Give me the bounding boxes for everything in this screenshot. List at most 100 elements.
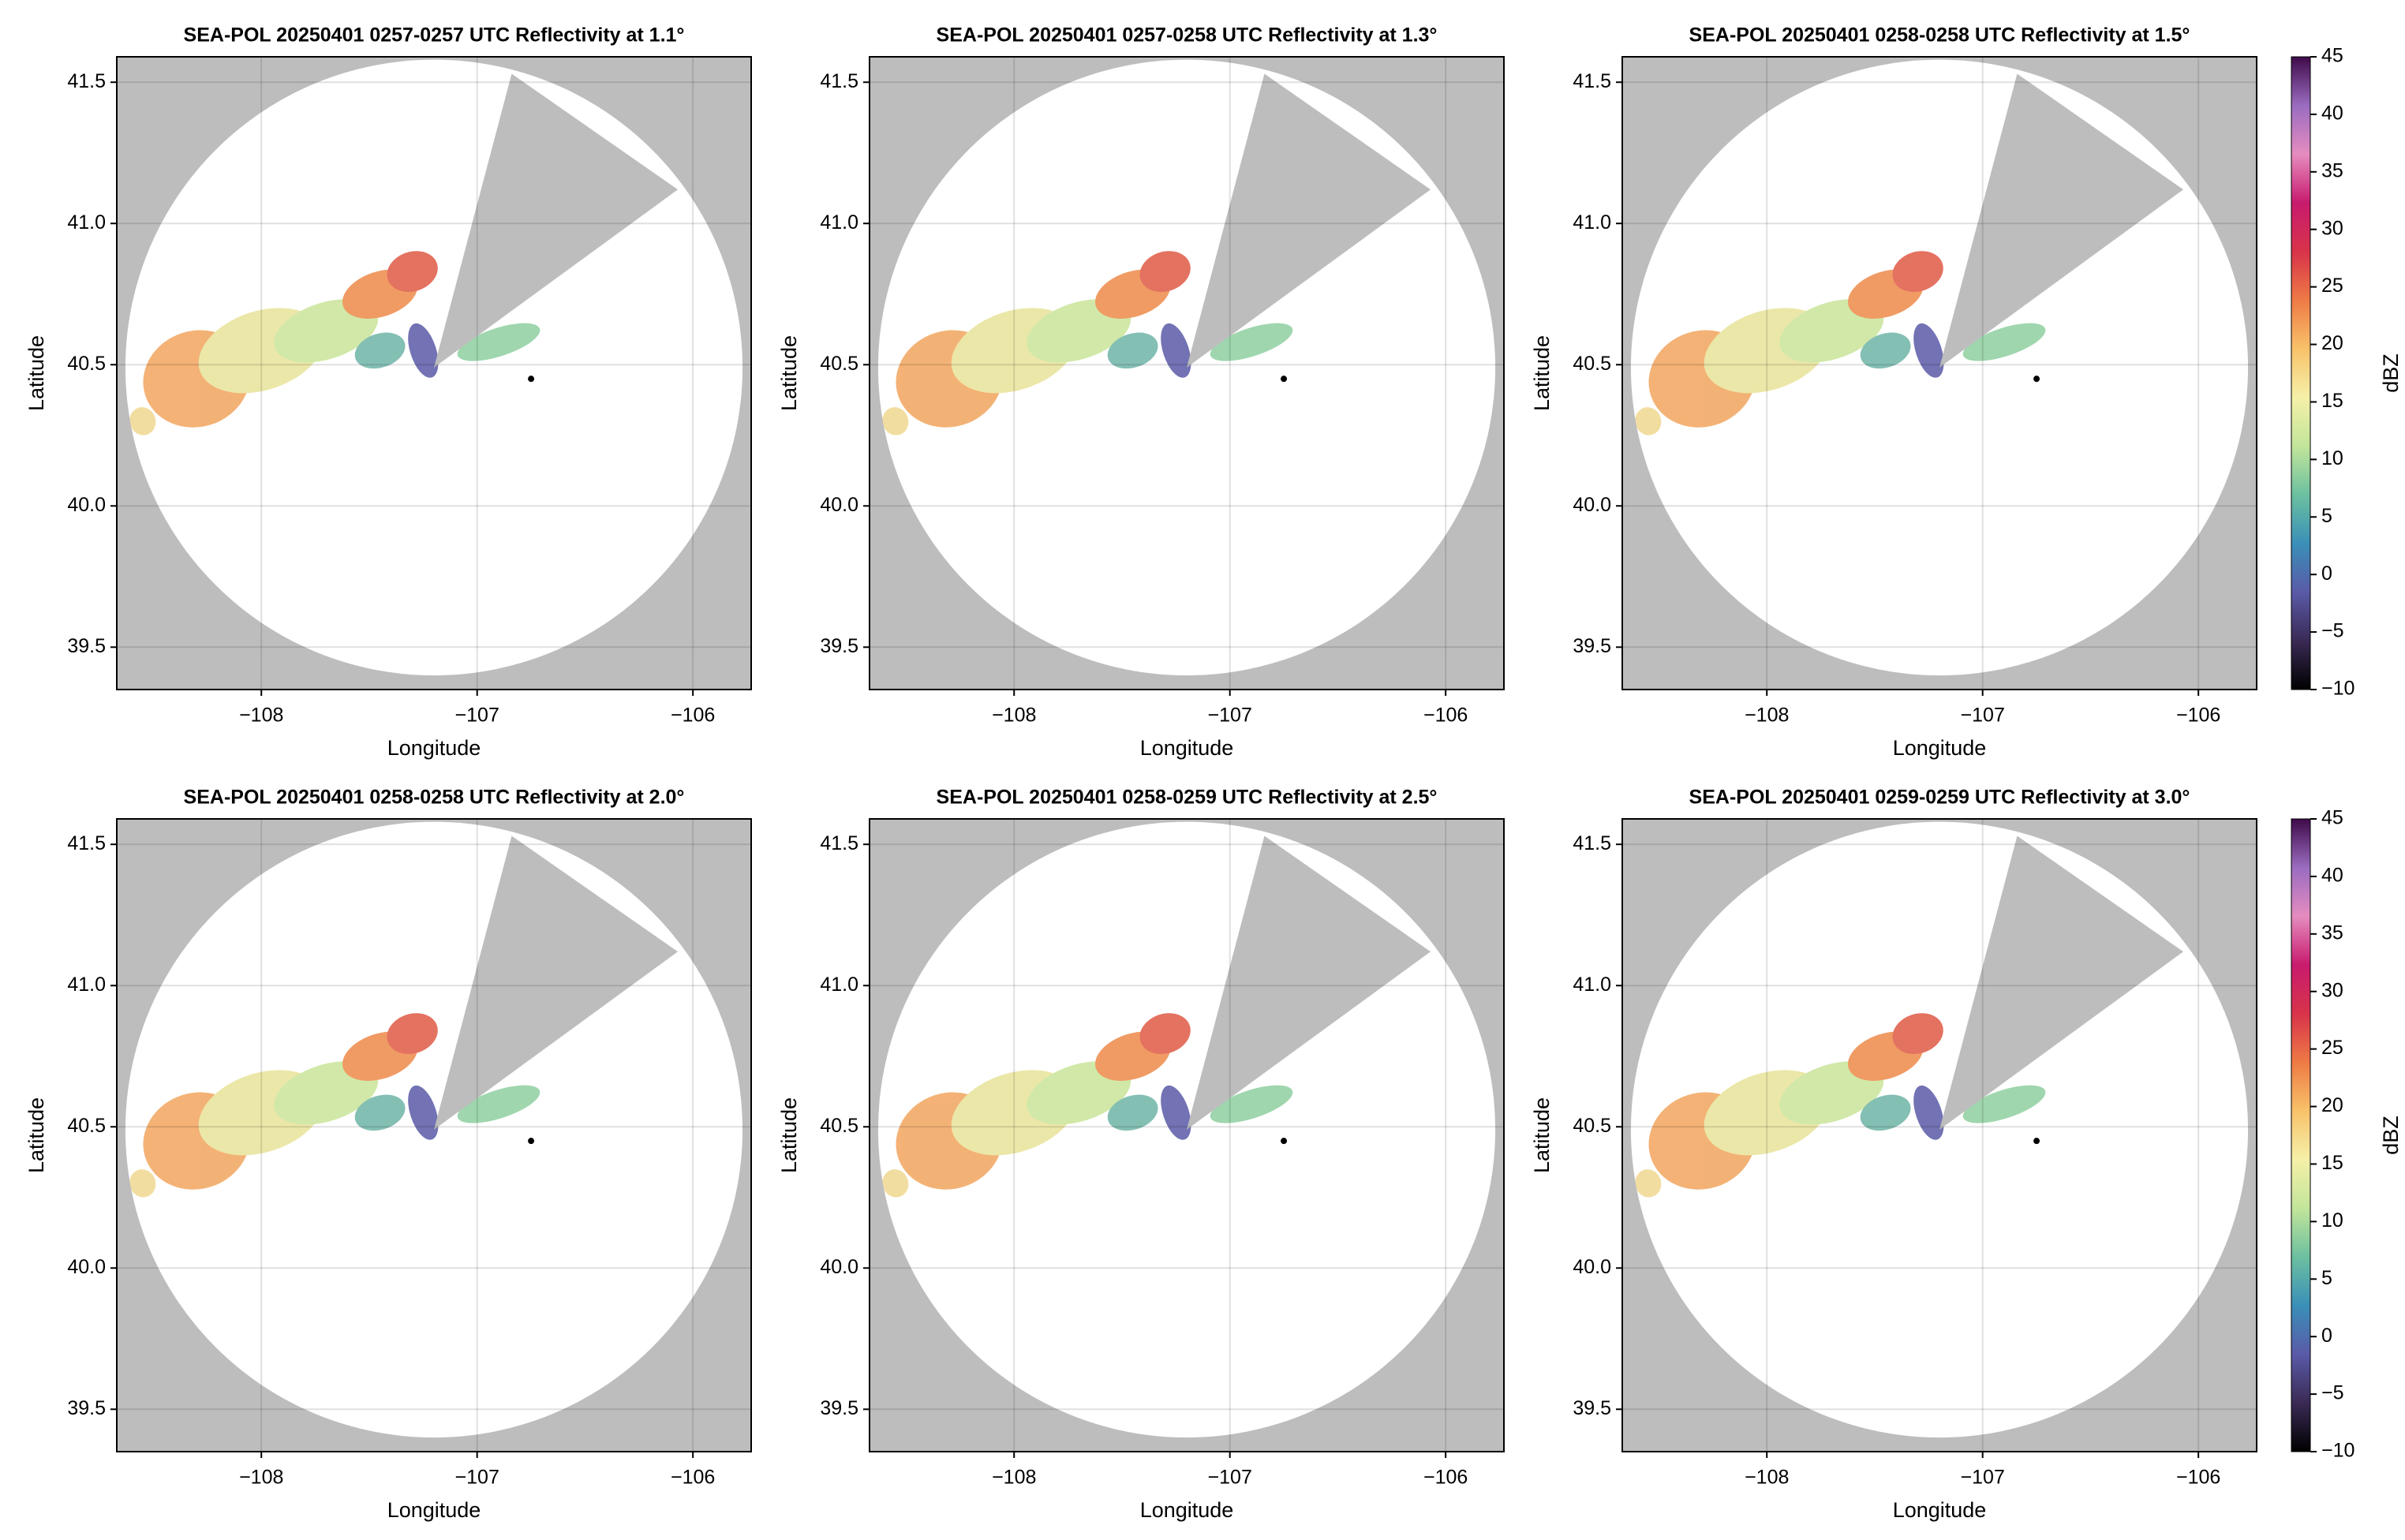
panel: −108 −107 −106 39.5 40.0 40.5 41.0 41.5 SEA-POL … <box>777 24 1505 760</box>
y-axis-label: Latitude <box>1530 335 1554 411</box>
site-marker <box>1281 1138 1288 1145</box>
panel-title: SEA-POL 20250401 0259-0259 UTC Reflectiv… <box>1689 787 2190 809</box>
x-axis-label: Longitude <box>1893 1498 1987 1522</box>
echo <box>408 1085 439 1140</box>
x-tick-label: −106 <box>2176 705 2220 727</box>
y-tick-label: 39.5 <box>820 1397 858 1419</box>
echo <box>1161 323 1191 378</box>
y-tick-label: 40.5 <box>1573 1115 1611 1137</box>
echo <box>1892 1013 1943 1055</box>
x-tick-label: −108 <box>992 705 1036 727</box>
echo <box>1913 323 1944 378</box>
echo <box>882 407 909 435</box>
x-tick-label: −108 <box>239 705 283 727</box>
y-tick-label: 39.5 <box>1573 1397 1611 1419</box>
echo <box>129 407 156 435</box>
x-tick-label: −107 <box>455 705 499 727</box>
y-axis-label: Latitude <box>777 1097 801 1173</box>
echo <box>129 1169 156 1198</box>
colorbar-tick-label: 15 <box>2321 390 2343 412</box>
x-tick-label: −106 <box>2176 1467 2220 1489</box>
colorbar-tick-label: −5 <box>2321 1382 2344 1404</box>
colorbar-tick-label: 20 <box>2321 1094 2343 1116</box>
y-tick-label: 40.5 <box>67 1115 106 1137</box>
echo <box>1161 1085 1191 1140</box>
y-tick-label: 39.5 <box>67 635 106 657</box>
colorbar-tick-label: 5 <box>2321 505 2332 527</box>
axes-frame <box>869 818 1505 1452</box>
x-tick-label: −107 <box>1961 705 2005 727</box>
site-marker <box>2033 1138 2040 1145</box>
colorbar-tick-label: 0 <box>2321 1325 2332 1347</box>
echo <box>1107 1094 1158 1131</box>
colorbar <box>2291 818 2311 1452</box>
echo <box>1107 332 1158 369</box>
blocked-sector <box>434 835 679 1130</box>
panel: −108 −107 −106 39.5 40.0 40.5 41.0 41.5 SEA-POL … <box>777 787 1505 1522</box>
y-tick-label: 40.0 <box>820 494 858 516</box>
x-tick-label: −108 <box>1745 705 1789 727</box>
echo <box>387 1013 438 1055</box>
colorbar-label: dBZ <box>2379 1116 2403 1155</box>
y-axis-label: Latitude <box>24 335 48 411</box>
blocked-sector <box>1187 835 1431 1130</box>
echoes <box>882 1013 1293 1198</box>
y-tick-label: 41.5 <box>1573 832 1611 854</box>
echo <box>1860 332 1911 369</box>
panel-title: SEA-POL 20250401 0258-0259 UTC Reflectiv… <box>937 787 1438 809</box>
echoes <box>882 251 1293 435</box>
y-tick-label: 41.5 <box>67 70 106 92</box>
x-axis-label: Longitude <box>387 736 481 760</box>
y-tick-label: 40.5 <box>820 1115 858 1137</box>
colorbar-tick-label: 35 <box>2321 159 2343 181</box>
y-tick-label: 41.0 <box>67 974 106 996</box>
colorbar-tick-label: 10 <box>2321 1209 2343 1232</box>
x-axis-label: Longitude <box>1140 736 1234 760</box>
y-tick-label: 40.5 <box>1573 353 1611 375</box>
y-tick-label: 41.0 <box>1573 974 1611 996</box>
x-tick-label: −106 <box>1423 705 1468 727</box>
echo <box>387 251 438 293</box>
colorbar-tick-label: −10 <box>2321 678 2355 700</box>
y-tick-label: 41.5 <box>67 832 106 854</box>
echo <box>457 323 540 361</box>
colorbar-tick-label: 10 <box>2321 447 2343 469</box>
y-tick-label: 40.0 <box>67 494 106 516</box>
echo <box>1139 1013 1191 1055</box>
axes-frame <box>116 818 752 1452</box>
x-tick-label: −108 <box>992 1467 1036 1489</box>
site-marker <box>528 376 535 383</box>
x-tick-label: −108 <box>239 1467 283 1489</box>
echo <box>1210 1085 1293 1123</box>
y-tick-label: 39.5 <box>820 635 858 657</box>
y-tick-label: 39.5 <box>1573 635 1611 657</box>
colorbar-tick-label: −10 <box>2321 1440 2355 1462</box>
echo <box>354 332 406 369</box>
panel: −108 −107 −106 39.5 40.0 40.5 41.0 41.5 SEA-POL … <box>1530 787 2403 1523</box>
echoes <box>129 1013 540 1198</box>
y-tick-label: 41.5 <box>1573 70 1611 92</box>
panel-title: SEA-POL 20250401 0257-0257 UTC Reflectiv… <box>184 24 685 47</box>
colorbar-tick-label: 35 <box>2321 921 2343 944</box>
colorbar-tick-label: 30 <box>2321 217 2343 239</box>
panel-title: SEA-POL 20250401 0257-0258 UTC Reflectiv… <box>937 24 1438 47</box>
y-tick-label: 41.0 <box>1573 211 1611 234</box>
y-axis-label: Latitude <box>1530 1097 1554 1173</box>
colorbar-tick-label: 25 <box>2321 275 2343 297</box>
y-axis-label: Latitude <box>24 1097 48 1173</box>
panel: −108 −107 −106 39.5 40.0 40.5 41.0 41.5 SEA-POL … <box>1530 24 2403 761</box>
x-tick-label: −107 <box>1208 705 1252 727</box>
site-marker <box>1281 376 1288 383</box>
colorbar-tick-label: 40 <box>2321 103 2343 125</box>
blocked-sector <box>1939 73 2184 368</box>
axes-frame <box>1621 56 2257 690</box>
blocked-sector <box>1187 73 1431 368</box>
echo <box>1635 1169 1662 1198</box>
colorbar-tick-label: 45 <box>2321 45 2343 67</box>
echo <box>1860 1094 1911 1131</box>
colorbar-tick-label: 30 <box>2321 979 2343 1001</box>
y-tick-label: 40.5 <box>820 353 858 375</box>
echoes <box>129 251 540 435</box>
echo <box>1892 251 1943 293</box>
